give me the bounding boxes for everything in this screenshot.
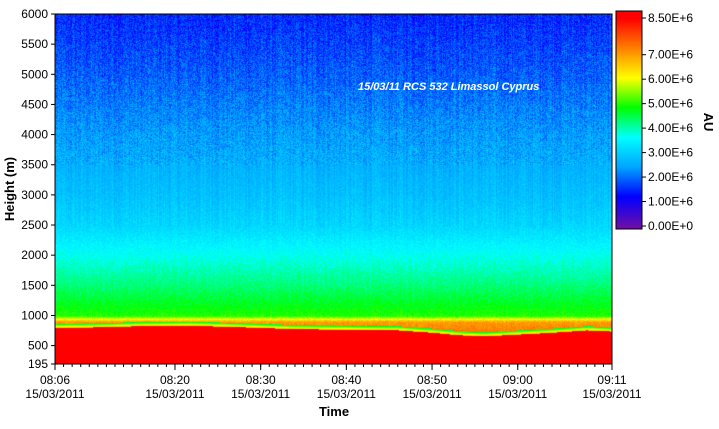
x-tick-date: 15/03/2011 bbox=[582, 387, 641, 401]
x-tick-date: 15/03/2011 bbox=[25, 387, 84, 401]
x-tick-time: 09:11 bbox=[597, 373, 626, 387]
colorbar-tick-label: 3.00E+6 bbox=[648, 146, 693, 160]
y-tick-label: 1500 bbox=[21, 278, 48, 292]
colorbar-frame bbox=[615, 10, 643, 230]
colorbar-tick-label: 6.00E+6 bbox=[648, 72, 693, 86]
colorbar-tick-label: 7.00E+6 bbox=[648, 48, 693, 62]
plot-annotation: 15/03/11 RCS 532 Limassol Cyprus bbox=[358, 81, 539, 93]
y-tick-label: 5500 bbox=[21, 37, 48, 51]
x-axis: 08:0615/03/201108:2015/03/201108:3015/03… bbox=[25, 364, 642, 401]
y-tick-label: 195 bbox=[28, 357, 48, 371]
x-tick-date: 15/03/2011 bbox=[402, 387, 461, 401]
y-tick-label: 500 bbox=[28, 339, 48, 353]
y-tick-label: 4000 bbox=[21, 128, 48, 142]
colorbar-tick-label: 0.00E+0 bbox=[648, 219, 693, 233]
y-tick-label: 1000 bbox=[21, 308, 48, 322]
y-tick-label: 3500 bbox=[21, 158, 48, 172]
x-tick-time: 08:20 bbox=[160, 373, 190, 387]
colorbar-tick-label: 1.00E+6 bbox=[648, 195, 693, 209]
x-tick-time: 08:30 bbox=[246, 373, 276, 387]
x-tick-date: 15/03/2011 bbox=[317, 387, 376, 401]
heatmap-canvas bbox=[55, 14, 612, 364]
x-tick-date: 15/03/2011 bbox=[488, 387, 547, 401]
x-tick-date: 15/03/2011 bbox=[145, 387, 204, 401]
x-tick-time: 08:06 bbox=[40, 373, 70, 387]
x-tick-time: 08:50 bbox=[417, 373, 447, 387]
x-tick-time: 09:00 bbox=[503, 373, 533, 387]
x-tick-date: 15/03/2011 bbox=[231, 387, 290, 401]
x-tick-time: 08:40 bbox=[331, 373, 361, 387]
colorbar-tick-label: 2.00E+6 bbox=[648, 170, 693, 184]
y-axis-title: Height (m) bbox=[2, 157, 17, 221]
x-axis-title: Time bbox=[319, 404, 349, 419]
y-axis: 195 500 1000 1500 2000 2500 3000 3500 4000 4500 50… bbox=[21, 7, 55, 371]
y-tick-label: 2000 bbox=[21, 248, 48, 262]
colorbar-canvas bbox=[616, 11, 642, 229]
colorbar-tick-label: 4.00E+6 bbox=[648, 121, 693, 135]
y-tick-label: 6000 bbox=[21, 7, 48, 21]
plot-frame bbox=[54, 13, 613, 365]
colorbar-tick-label: 8.50E+6 bbox=[648, 11, 693, 25]
y-tick-label: 3000 bbox=[21, 188, 48, 202]
y-tick-label: 5000 bbox=[21, 67, 48, 81]
colorbar-label: AU bbox=[701, 113, 716, 132]
y-tick-label: 4500 bbox=[21, 97, 48, 111]
colorbar-tick-label: 5.00E+6 bbox=[648, 97, 693, 111]
y-tick-label: 2500 bbox=[21, 218, 48, 232]
colorbar-axis: 8.50E+6 7.00E+6 6.00E+6 5.00E+6 4.00E+6 3.00E… bbox=[642, 11, 693, 233]
